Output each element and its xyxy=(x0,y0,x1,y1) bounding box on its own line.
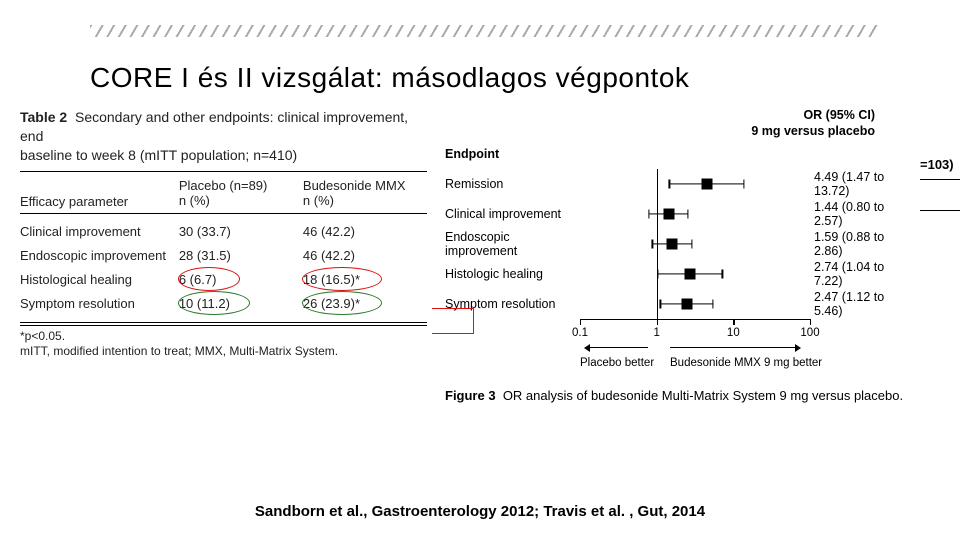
data-table: Efficacy parameter Placebo (n=89) n (%) … xyxy=(20,171,427,323)
forest-row-ci: 1.44 (0.80 to 2.57) xyxy=(810,200,910,228)
forest-row-plot xyxy=(580,169,810,199)
forest-row-ci: 2.47 (1.12 to 5.46) xyxy=(810,290,910,318)
forest-row: Remission 4.49 (1.47 to 13.72) xyxy=(445,169,915,199)
figure-caption: Figure 3 OR analysis of budesonide Multi… xyxy=(445,377,915,405)
forest-row: Clinical improvement 1.44 (0.80 to 2.57) xyxy=(445,199,915,229)
cropped-right-fragment: =103) xyxy=(920,125,960,211)
forest-plot-panel: OR (95% CI) 9 mg versus placebo Endpoint… xyxy=(445,108,915,405)
table-caption: Table 2 Secondary and other endpoints: c… xyxy=(20,108,427,165)
forest-body: Remission4.49 (1.47 to 13.72)Clinical im… xyxy=(445,169,915,319)
axis-label-left: Placebo better xyxy=(580,357,654,369)
slide-title: CORE I és II vizsgálat: másodlagos végpo… xyxy=(90,62,689,94)
col-header-param: Efficacy parameter xyxy=(20,178,179,209)
forest-row-plot xyxy=(580,229,810,259)
table2-panel: Table 2 Secondary and other endpoints: c… xyxy=(0,108,435,360)
forest-head-row: Endpoint xyxy=(445,139,915,169)
forest-row-label: Endoscopic improvement xyxy=(445,230,580,258)
table-body: Clinical improvement30 (33.7)46 (42.2)En… xyxy=(20,214,427,322)
forest-row-plot xyxy=(580,289,810,319)
forest-row-plot xyxy=(580,259,810,289)
forest-row: Histologic healing 2.74 (1.04 to 7.22) xyxy=(445,259,915,289)
col-header-budesonide: Budesonide MMX n (%) xyxy=(303,178,427,209)
forest-row-plot xyxy=(580,199,810,229)
table-row: Clinical improvement30 (33.7)46 (42.2) xyxy=(20,220,427,244)
content-area: Table 2 Secondary and other endpoints: c… xyxy=(0,108,960,360)
forest-row-label: Remission xyxy=(445,177,580,191)
forest-header: OR (95% CI) 9 mg versus placebo xyxy=(445,108,915,139)
forest-row-ci: 1.59 (0.88 to 2.86) xyxy=(810,230,910,258)
decorative-top-border xyxy=(90,25,880,37)
red-box-fragment xyxy=(432,308,474,334)
table-row: Symptom resolution10 (11.2)26 (23.9)* xyxy=(20,292,427,316)
table-header: Efficacy parameter Placebo (n=89) n (%) … xyxy=(20,172,427,214)
forest-row-ci: 2.74 (1.04 to 7.22) xyxy=(810,260,910,288)
citation-text: Sandborn et al., Gastroenterology 2012; … xyxy=(0,503,960,520)
forest-row-label: Histologic healing xyxy=(445,267,580,281)
forest-axis: 0.1110100 Placebo better Budesonide MMX … xyxy=(580,319,810,377)
table-row: Histological healing6 (6.7)18 (16.5)* xyxy=(20,268,427,292)
forest-row: Symptom resolution2.47 (1.12 to 5.46) xyxy=(445,289,915,319)
table-footnote: *p<0.05. mITT, modified intention to tre… xyxy=(20,325,427,360)
forest-row-ci: 4.49 (1.47 to 13.72) xyxy=(810,170,910,198)
forest-row-label: Clinical improvement xyxy=(445,207,580,221)
table-row: Endoscopic improvement28 (31.5)46 (42.2) xyxy=(20,244,427,268)
col-header-placebo: Placebo (n=89) n (%) xyxy=(179,178,303,209)
forest-row: Endoscopic improvement 1.59 (0.88 to 2.86… xyxy=(445,229,915,259)
axis-label-right: Budesonide MMX 9 mg better xyxy=(670,357,822,369)
